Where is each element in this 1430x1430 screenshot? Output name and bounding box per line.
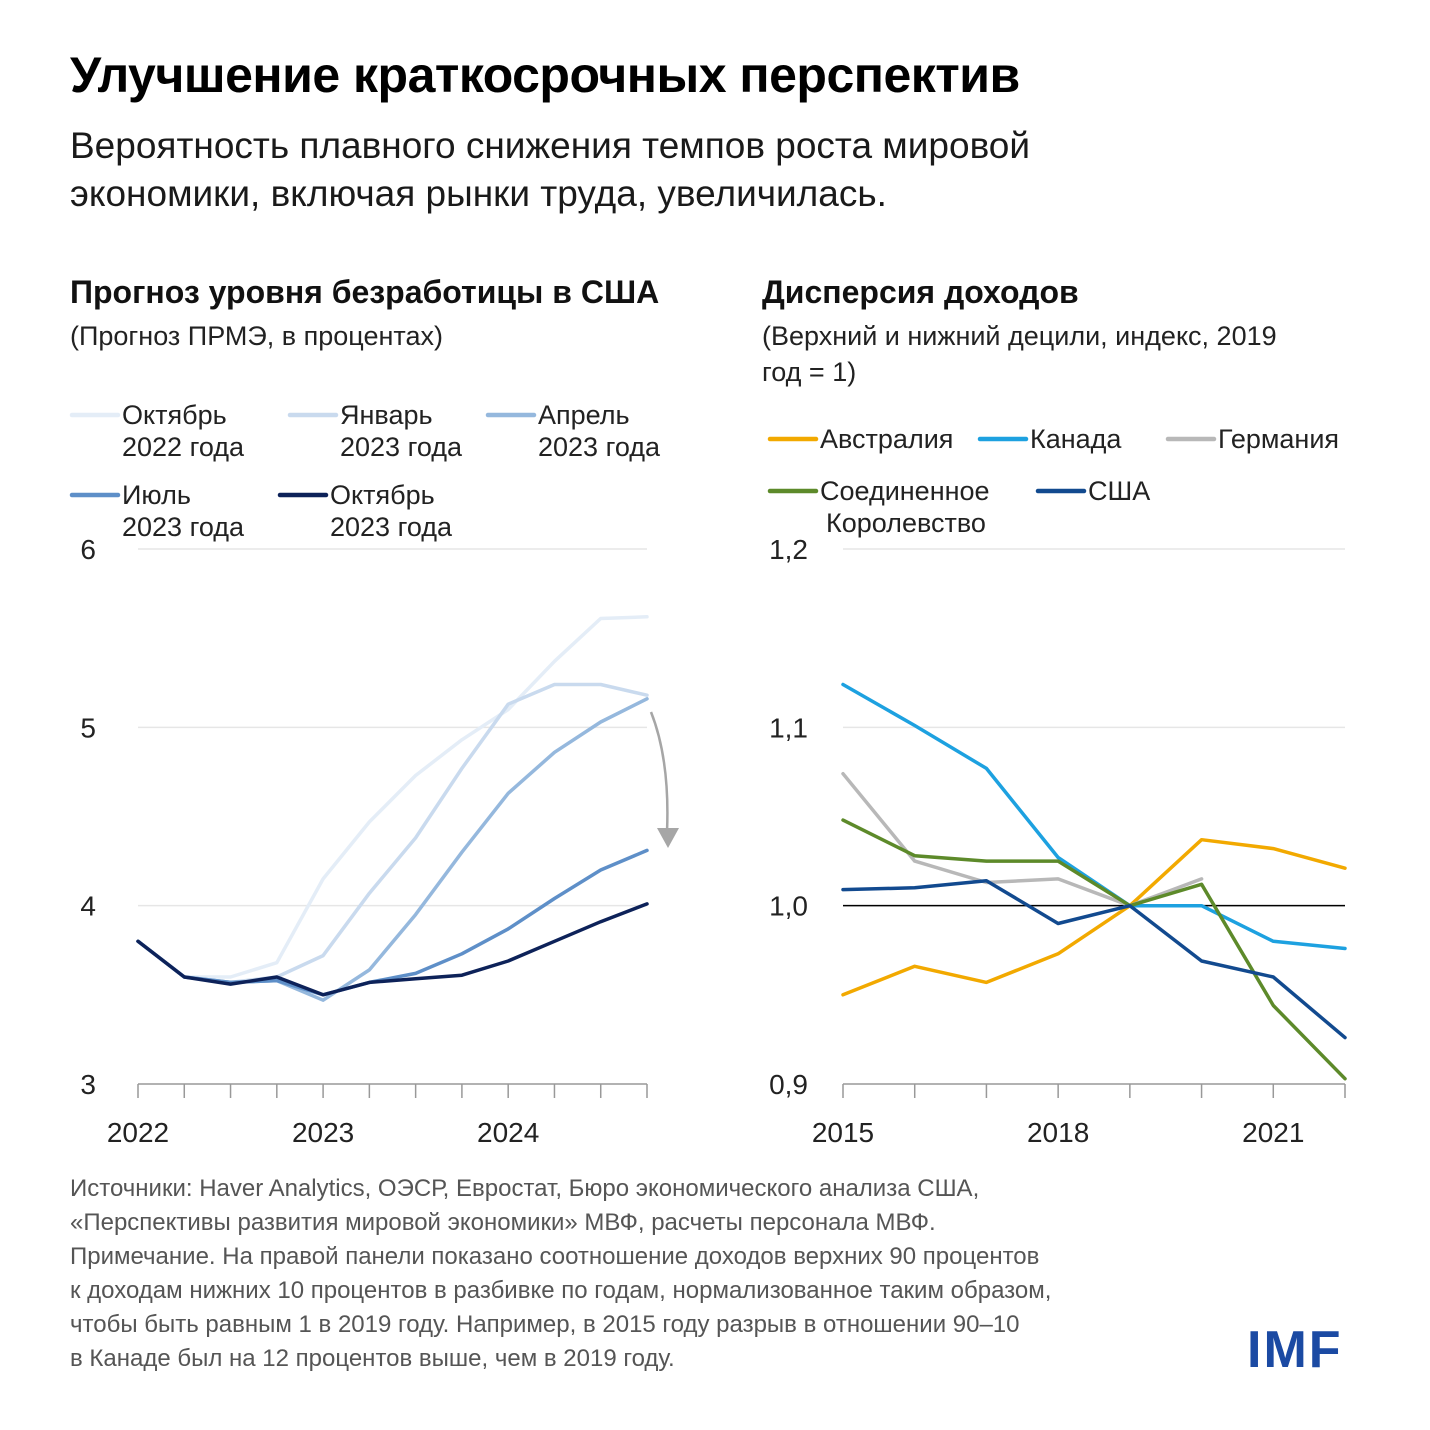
footnote-line: «Перспективы развития мировой экономики»… bbox=[70, 1209, 936, 1236]
right-y-tick-label: 1,0 bbox=[769, 891, 808, 922]
right-y-tick-label: 0,9 bbox=[769, 1069, 808, 1100]
left-legend-label: Октябрь bbox=[330, 480, 435, 510]
right-chart-subtitle: (Верхний и нижний децили, индекс, 2019 г… bbox=[762, 321, 1277, 387]
right-legend-label: Германия bbox=[1218, 424, 1339, 454]
left-legend-label: 2023 года bbox=[538, 432, 661, 462]
left-series-line-4 bbox=[136, 902, 649, 997]
right-x-tick-label: 2015 bbox=[812, 1117, 874, 1148]
footnote-line: к доходам нижних 10 процентов в разбивке… bbox=[70, 1277, 1052, 1304]
left-legend-label: 2023 года bbox=[330, 512, 453, 542]
right-legend-label: Канада bbox=[1030, 424, 1122, 454]
left-y-tick-label: 3 bbox=[80, 1069, 96, 1100]
left-series-line-2 bbox=[136, 697, 649, 1002]
page-subtitle: Вероятность плавного снижения темпов рос… bbox=[70, 122, 1360, 218]
subtitle-line: Вероятность плавного снижения темпов рос… bbox=[70, 125, 1031, 166]
subtitle-line: экономики, включая рынки труда, увеличил… bbox=[70, 173, 887, 214]
right-legend-label: Королевство bbox=[826, 508, 986, 538]
left-series-line-3 bbox=[136, 848, 649, 997]
left-legend-label: 2023 года bbox=[122, 512, 245, 542]
left-series-line-0 bbox=[136, 615, 649, 979]
right-y-tick-label: 1,2 bbox=[769, 534, 808, 565]
right-chart-title: Дисперсия доходов bbox=[762, 274, 1079, 310]
right-x-tick-label: 2021 bbox=[1242, 1117, 1304, 1148]
left-y-tick-label: 6 bbox=[80, 534, 96, 565]
left-x-tick-label: 2024 bbox=[477, 1117, 539, 1148]
right-series-line-3 bbox=[841, 818, 1347, 1081]
left-x-tick-label: 2023 bbox=[292, 1117, 354, 1148]
right-legend-label: США bbox=[1088, 476, 1150, 506]
trend-arrow-line bbox=[649, 711, 669, 833]
left-chart-title: Прогноз уровня безработицы в США bbox=[70, 274, 660, 310]
left-x-tick-label: 2022 bbox=[107, 1117, 169, 1148]
imf-logo: IMF bbox=[1247, 1321, 1343, 1379]
left-y-tick-label: 5 bbox=[80, 712, 96, 743]
right-series-line-2 bbox=[841, 771, 1204, 908]
left-chart-subtitle: (Прогноз ПРМЭ, в процентах) bbox=[70, 321, 443, 351]
footnote-line: Примечание. На правой панели показано со… bbox=[70, 1243, 1040, 1270]
footnote-line: чтобы быть равным 1 в 2019 году. Наприме… bbox=[70, 1311, 1020, 1338]
right-series-line-0 bbox=[841, 837, 1347, 997]
left-legend-label: Октябрь bbox=[122, 400, 227, 430]
left-legend-label: Июль bbox=[122, 480, 191, 510]
right-y-tick-label: 1,1 bbox=[769, 712, 808, 743]
left-legend-label: 2023 года bbox=[340, 432, 463, 462]
left-y-tick-label: 4 bbox=[80, 891, 96, 922]
left-legend-label: Январь bbox=[340, 400, 433, 430]
right-x-tick-label: 2018 bbox=[1027, 1117, 1089, 1148]
footnote-line: в Канаде был на 12 процентов выше, чем в… bbox=[70, 1345, 675, 1372]
right-series-line-4 bbox=[841, 878, 1347, 1040]
left-legend-label: 2022 года bbox=[122, 432, 245, 462]
left-series-line-1 bbox=[136, 682, 649, 985]
footnote: Источники: Haver Analytics, ОЭСР, Еврост… bbox=[70, 1172, 1270, 1376]
trend-arrow-head bbox=[657, 828, 679, 848]
right-series-line-1 bbox=[841, 682, 1347, 951]
footnote-line: Источники: Haver Analytics, ОЭСР, Еврост… bbox=[70, 1175, 980, 1202]
right-legend-label: Соединенное bbox=[820, 476, 990, 506]
left-legend-label: Апрель bbox=[538, 400, 630, 430]
right-legend-label: Австралия bbox=[820, 424, 953, 454]
page-title: Улучшение краткосрочных перспектив bbox=[70, 47, 1020, 103]
